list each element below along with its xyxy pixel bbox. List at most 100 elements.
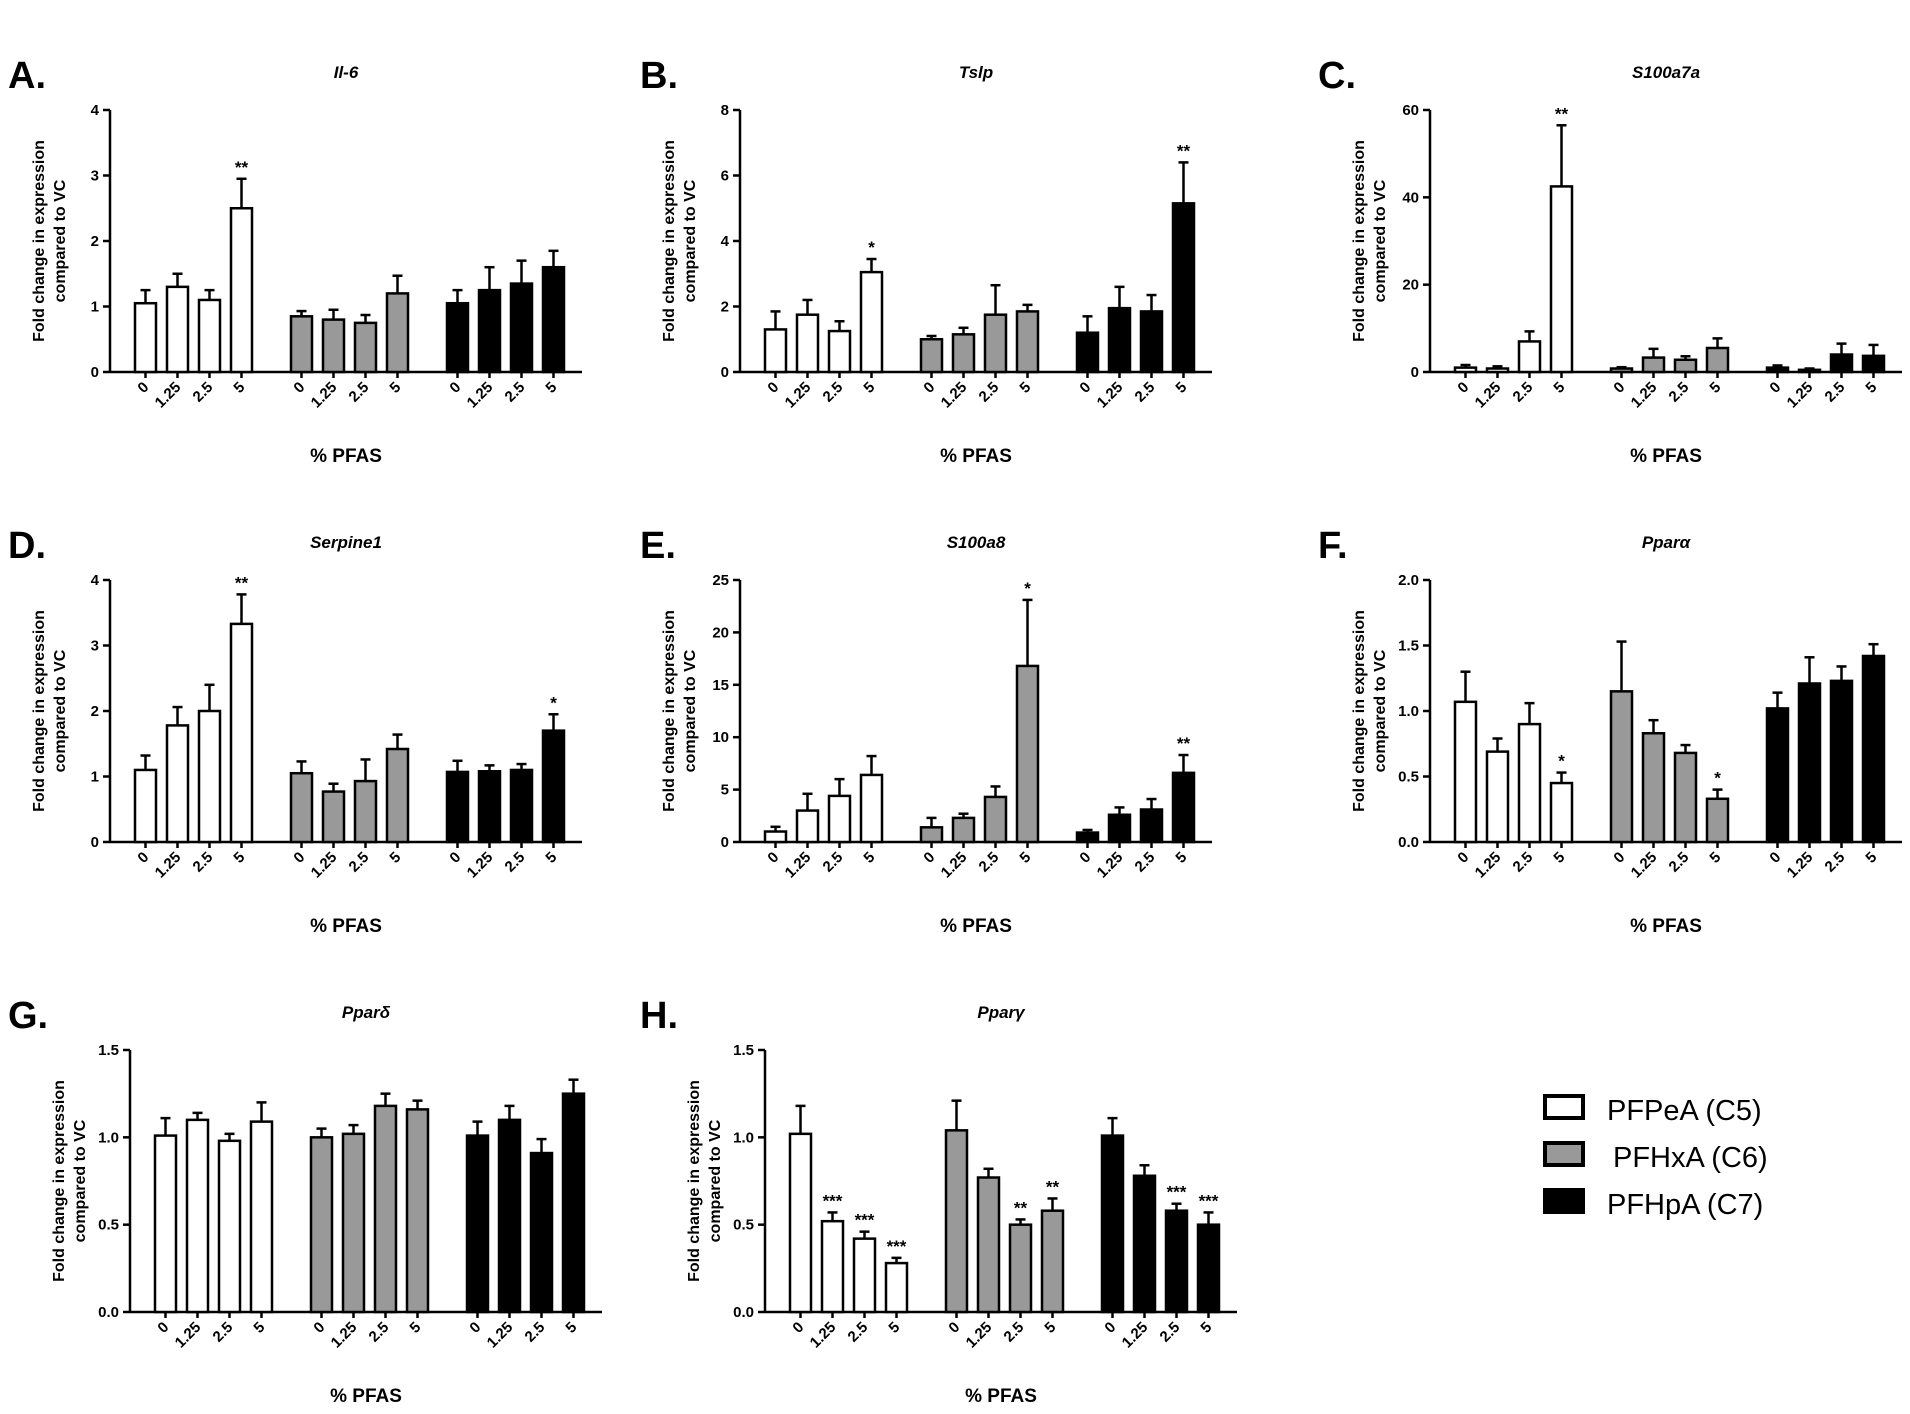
panel-d-xtick-label: 2.5 [502, 849, 529, 876]
panel-a-bar [511, 284, 532, 372]
panel-d-bar [231, 624, 252, 842]
panel-c-bar [1519, 341, 1540, 372]
panel-c-ylabel: Fold change in expression compared to VC [1351, 140, 1389, 342]
panel-g-title: Pparδ [342, 1003, 391, 1022]
panel-e-ylabel-line: compared to VC [682, 649, 699, 772]
panel-g-bar [499, 1120, 520, 1312]
panel-d-bar [135, 770, 156, 842]
panel-b-ylabel-line: compared to VC [682, 179, 699, 302]
panel-d-ylabel-line: Fold change in expression [31, 610, 48, 812]
panel-e-ytick-label: 25 [712, 572, 729, 589]
panel-b-xtick-label: 1.25 [1094, 379, 1127, 412]
panel-d-xtick-label: 5 [386, 849, 404, 867]
panel-c-bar [1487, 369, 1508, 372]
panel-d-xtick-label: 0 [290, 849, 308, 867]
panel-b-bar [797, 315, 818, 372]
panel-g-xtick-label: 1.25 [484, 1319, 517, 1352]
panel-e-significance: ** [1177, 734, 1191, 753]
panel-b-ytick-label: 4 [721, 233, 730, 250]
panel-c-xlabel: % PFAS [1630, 446, 1702, 467]
panel-c-bar [1799, 370, 1820, 372]
panel-g-xtick-label: 1.25 [328, 1319, 361, 1352]
panel-f-ylabel: Fold change in expression compared to VC [1351, 610, 1389, 812]
panel-e-ytick-label: 10 [712, 729, 729, 746]
panel-c-letter: C. [1318, 55, 1356, 97]
panel-d-xtick-label: 1.25 [308, 849, 341, 882]
panel-a-xtick-label: 0 [134, 379, 152, 397]
panel-f-bar [1643, 733, 1664, 842]
panel-h-bar [946, 1130, 967, 1312]
panel-h-xtick-label: 2.5 [845, 1319, 872, 1346]
panel-g-bar [407, 1109, 428, 1312]
panel-a-xtick-label: 2.5 [346, 379, 373, 406]
panel-a-bar [479, 290, 500, 372]
panel-g-bar [531, 1153, 552, 1312]
panel-h-xtick-label: 0 [1101, 1319, 1119, 1337]
panel-f-bar [1831, 681, 1852, 842]
panel-e-bar [953, 818, 974, 842]
panel-h-xtick-label: 1.25 [963, 1319, 996, 1352]
panel-g-bar [251, 1122, 272, 1312]
figure-canvas: A. Il-6Fold change in expression compared … [0, 0, 1910, 1414]
panel-e-xtick-label: 1.25 [1094, 849, 1127, 882]
panel-h-ylabel-line: compared to VC [707, 1119, 724, 1242]
panel-h-xtick-label: 2.5 [1001, 1319, 1028, 1346]
panel-b-significance: * [868, 238, 875, 257]
panel-d-xtick-label: 5 [542, 849, 560, 867]
panel-a-bar [231, 208, 252, 372]
panel-e-ytick-label: 15 [712, 677, 729, 694]
panel-e-ylabel-line: Fold change in expression [661, 610, 678, 812]
panel-d-xtick-label: 5 [230, 849, 248, 867]
panel-a-xtick-label: 2.5 [190, 379, 217, 406]
panel-d-xlabel: % PFAS [310, 916, 382, 937]
panel-d-ytick-label: 0 [91, 834, 99, 851]
panel-e-bar [1109, 815, 1130, 842]
panel-h-xtick-label: 2.5 [1157, 1319, 1184, 1346]
panel-d-bar [511, 770, 532, 842]
panel-a-bar [323, 320, 344, 372]
panel-b-bar [1077, 333, 1098, 372]
panel-b-xtick-label: 2.5 [1132, 379, 1159, 406]
panel-c-ytick-label: 20 [1402, 277, 1419, 294]
panel-c-bar [1863, 356, 1884, 372]
panel-f-ytick-label: 2.0 [1398, 572, 1419, 589]
panel-e-xtick-label: 0 [920, 849, 938, 867]
panel-e-xtick-label: 0 [764, 849, 782, 867]
panel-a-ytick-label: 1 [91, 299, 99, 316]
panel-c-bar [1551, 186, 1572, 372]
panel-h-xtick-label: 5 [885, 1319, 903, 1337]
legend-item-pfhpa: PFHpA (C7) [1545, 1189, 1763, 1221]
panel-d-xtick-label: 0 [134, 849, 152, 867]
panel-a-bar [167, 287, 188, 372]
panel-f-xtick-label: 5 [1706, 849, 1724, 867]
panel-b-xtick-label: 0 [920, 379, 938, 397]
panel-a-letter: A. [8, 55, 46, 97]
panel-d-xtick-label: 1.25 [464, 849, 497, 882]
panel-c-xtick-label: 1.25 [1784, 379, 1817, 412]
legend-swatch-pfhxa [1545, 1143, 1583, 1165]
panel-g-bar [155, 1136, 176, 1312]
panel-g-xtick-label: 5 [250, 1319, 268, 1337]
legend-label-pfhpa: PFHpA (C7) [1607, 1189, 1763, 1221]
panel-h-bar [854, 1239, 875, 1312]
panel-a-ylabel-line: compared to VC [52, 179, 69, 302]
panel-g-xtick-label: 2.5 [522, 1319, 549, 1346]
panel-e-bar [985, 797, 1006, 842]
panel-g-letter: G. [8, 995, 48, 1037]
panel-f-ylabel-line: Fold change in expression [1351, 610, 1368, 812]
panel-c-ytick-label: 0 [1411, 364, 1419, 381]
panel-d-bar [355, 781, 376, 842]
panel-h-title: Pparγ [977, 1003, 1026, 1022]
panel-f-letter: F. [1318, 525, 1348, 567]
panel-f-xtick-label: 0 [1454, 849, 1472, 867]
panel-f-ylabel-line: compared to VC [1372, 649, 1389, 772]
legend-label-pfpea: PFPeA (C5) [1607, 1095, 1762, 1127]
panel-g-xtick-label: 0 [154, 1319, 172, 1337]
panel-b-bar [829, 331, 850, 372]
panel-b-bar [1173, 203, 1194, 372]
panel-a-bar [387, 293, 408, 372]
panel-f-xtick-label: 1.25 [1784, 849, 1817, 882]
panel-d-xtick-label: 2.5 [190, 849, 217, 876]
panel-c-bar [1831, 355, 1852, 372]
panel-d-xtick-label: 1.25 [152, 849, 185, 882]
